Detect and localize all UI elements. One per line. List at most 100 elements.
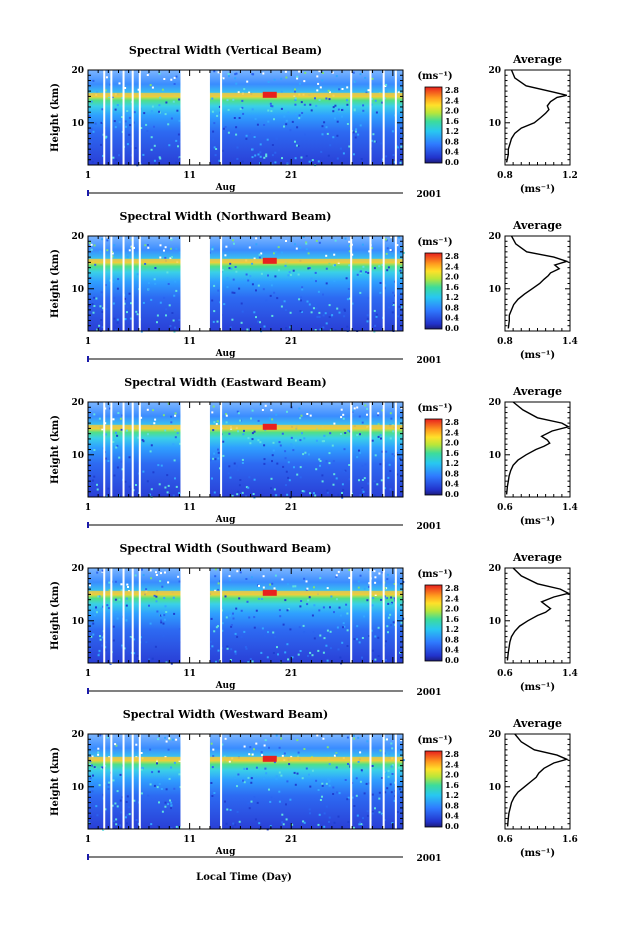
speckle — [149, 783, 152, 786]
speckle — [307, 599, 310, 602]
speckle — [302, 236, 305, 238]
speckle — [217, 582, 220, 585]
speckle — [399, 610, 402, 613]
speckle — [289, 129, 292, 132]
speckle — [147, 433, 149, 436]
speckle — [260, 751, 263, 754]
speckle — [389, 437, 392, 440]
panel-3: Spectral Width (Eastward Beam)1020Height… — [50, 376, 578, 532]
speckle — [270, 284, 273, 287]
speckle — [398, 766, 401, 769]
speckle — [336, 307, 339, 310]
speckle — [336, 111, 339, 114]
speckle — [359, 451, 361, 454]
speckle — [253, 616, 256, 619]
speckle — [211, 477, 213, 480]
speckle — [242, 779, 244, 782]
speckle — [353, 638, 356, 641]
speckle — [371, 765, 374, 767]
speckle — [135, 299, 138, 302]
speckle — [163, 618, 166, 621]
speckle — [309, 812, 311, 815]
y-tick-label: 20 — [71, 564, 84, 574]
speckle — [271, 162, 274, 165]
data-gap — [180, 69, 210, 166]
speckle — [99, 635, 101, 638]
speckle — [229, 614, 231, 617]
speckle — [167, 123, 170, 126]
speckle — [390, 417, 393, 420]
speckle — [94, 122, 97, 125]
speckle — [162, 622, 165, 625]
speckle — [175, 75, 178, 78]
speckle — [296, 75, 299, 78]
speckle — [323, 434, 326, 437]
speckle — [99, 734, 102, 737]
speckle — [217, 448, 219, 451]
speckle — [116, 434, 119, 437]
speckle — [245, 578, 248, 580]
speckle — [370, 247, 373, 250]
speckle — [179, 442, 181, 445]
speckle — [338, 311, 341, 314]
heatmap-field — [88, 236, 403, 331]
colorbar-tick-label: 0.4 — [445, 479, 459, 489]
speckle — [308, 453, 310, 456]
speckle — [381, 101, 384, 104]
speckle — [153, 422, 156, 425]
speckle — [299, 310, 302, 313]
speckle — [273, 118, 275, 121]
speckle — [149, 748, 152, 751]
speckle — [222, 77, 225, 80]
speckle — [309, 651, 312, 654]
speckle — [145, 588, 148, 591]
speckle — [338, 792, 341, 795]
speckle — [211, 248, 214, 251]
speckle — [247, 437, 250, 440]
speckle — [301, 490, 304, 493]
avg-profile-line — [506, 567, 571, 661]
data-gap — [138, 235, 141, 332]
speckle — [150, 298, 153, 301]
speckle — [270, 477, 273, 480]
speckle — [229, 476, 232, 479]
speckle — [269, 419, 272, 422]
speckle — [368, 568, 371, 571]
speckle — [240, 321, 243, 324]
speckle — [112, 418, 115, 421]
speckle — [253, 748, 255, 751]
speckle — [360, 769, 363, 772]
speckle — [271, 314, 274, 317]
speckle — [325, 267, 328, 270]
speckle — [332, 136, 335, 139]
speckle — [163, 614, 166, 617]
speckle — [170, 421, 173, 424]
speckle — [364, 404, 367, 407]
speckle — [150, 444, 153, 447]
speckle — [217, 457, 220, 460]
avg-x-tick-label: 0.6 — [497, 835, 513, 845]
speckle — [332, 110, 335, 113]
speckle — [140, 568, 143, 571]
speckle — [214, 458, 217, 461]
speckle — [93, 296, 96, 299]
speckle — [299, 82, 301, 85]
colorbar-tick-label: 2.8 — [445, 417, 459, 427]
speckle — [255, 243, 258, 246]
speckle — [262, 575, 265, 578]
data-gap — [138, 733, 141, 830]
speckle — [321, 474, 324, 477]
speckle — [358, 449, 360, 452]
speckle — [354, 80, 357, 83]
speckle — [102, 828, 105, 831]
speckle — [240, 635, 243, 638]
speckle — [111, 252, 114, 255]
speckle — [385, 640, 387, 643]
speckle — [295, 112, 298, 115]
speckle — [352, 329, 355, 332]
speckle — [155, 595, 158, 598]
speckle — [226, 808, 229, 811]
speckle — [336, 120, 339, 123]
speckle — [275, 494, 278, 497]
